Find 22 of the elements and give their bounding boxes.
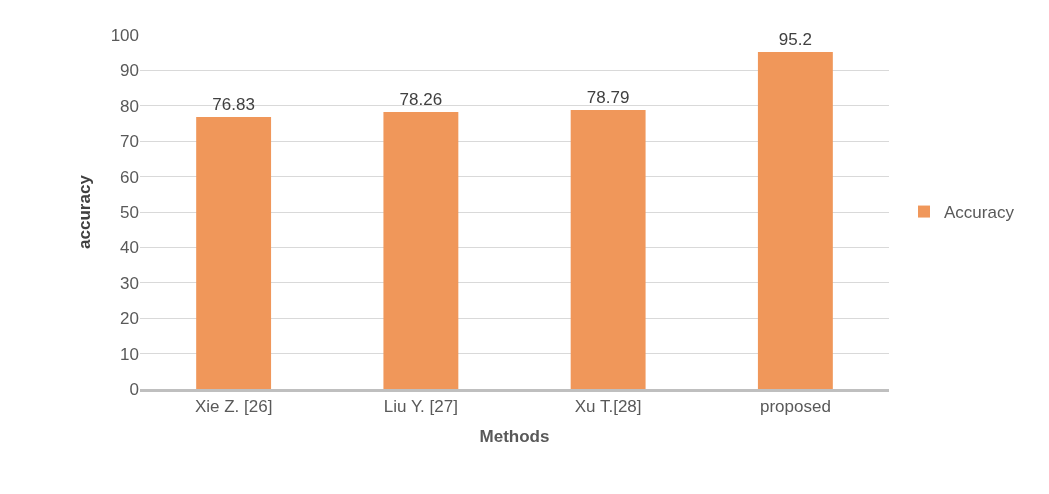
legend-label: Accuracy [943,203,1015,223]
y-tick-label: 90 [120,61,139,81]
y-tick-label: 50 [120,202,139,222]
x-tick-label: Xu T.[28] [574,397,642,417]
y-tick-label: 30 [120,273,139,293]
data-label: 78.79 [586,88,630,108]
x-axis-title: Methods [479,426,550,446]
y-tick-label: 20 [120,309,139,329]
y-axis-title: accuracy [75,174,95,249]
y-tick-label: 40 [120,238,139,258]
x-tick-label: Xie Z. [26] [194,397,273,417]
data-label: 76.83 [212,95,255,115]
y-tick-label: 0 [129,379,139,399]
data-label: 78.26 [399,89,443,109]
y-tick-label: 10 [120,344,139,364]
y-tick-label: 80 [120,96,139,116]
y-tick-label: 70 [120,132,139,152]
x-tick-label: Liu Y. [27] [383,397,458,417]
y-tick-label: 100 [110,25,139,45]
data-label: 95.2 [778,29,812,49]
y-tick-label: 60 [120,167,139,187]
x-tick-label: proposed [759,397,831,417]
